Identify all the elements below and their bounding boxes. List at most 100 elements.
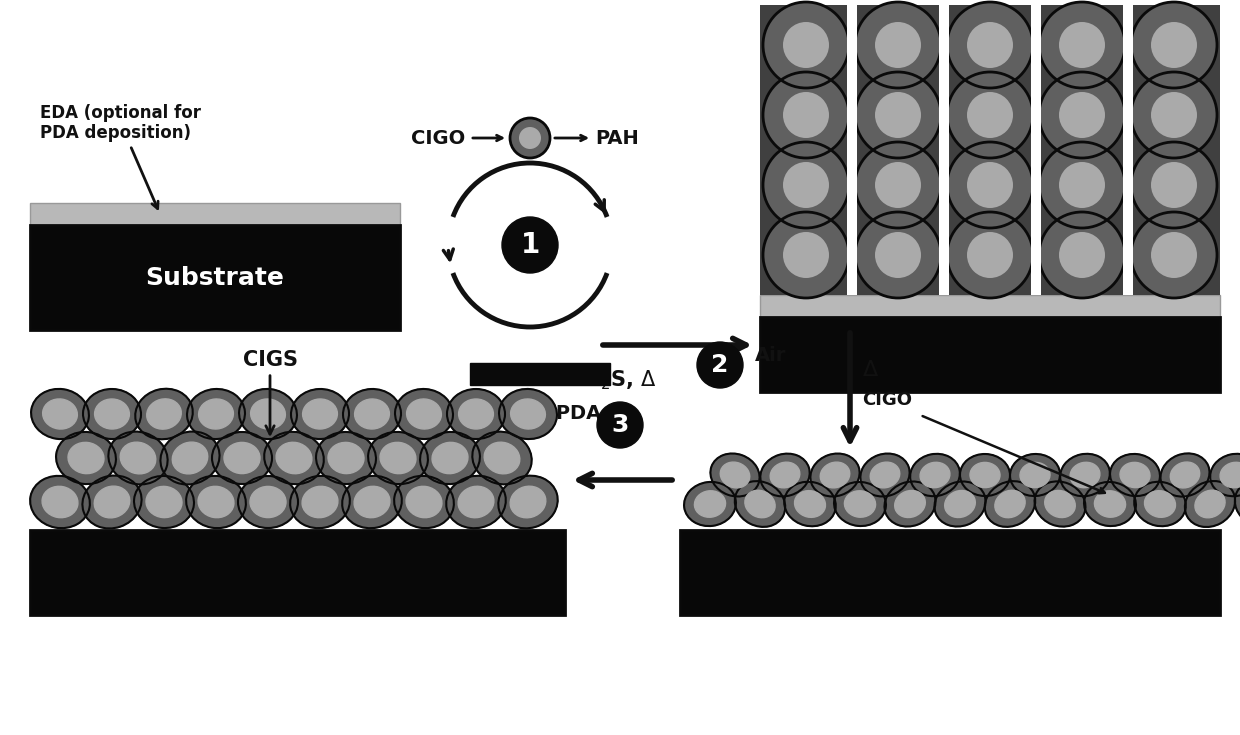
Ellipse shape — [379, 442, 415, 473]
Ellipse shape — [329, 442, 365, 473]
Text: CIGO: CIGO — [862, 391, 911, 409]
Ellipse shape — [198, 487, 234, 517]
Text: 1: 1 — [521, 231, 539, 259]
Ellipse shape — [134, 476, 193, 528]
Ellipse shape — [459, 399, 494, 429]
Ellipse shape — [770, 462, 800, 488]
Circle shape — [763, 142, 849, 228]
Ellipse shape — [355, 399, 389, 429]
Bar — [760, 5, 1220, 295]
Ellipse shape — [238, 476, 298, 528]
Ellipse shape — [146, 487, 182, 517]
Ellipse shape — [94, 399, 129, 429]
Ellipse shape — [120, 442, 156, 474]
Circle shape — [967, 232, 1013, 278]
Circle shape — [1059, 22, 1105, 68]
Ellipse shape — [303, 487, 339, 517]
Circle shape — [782, 22, 830, 68]
Ellipse shape — [250, 399, 285, 429]
Circle shape — [1151, 162, 1197, 208]
Ellipse shape — [82, 476, 141, 528]
Circle shape — [1131, 72, 1216, 158]
Ellipse shape — [56, 432, 115, 484]
Ellipse shape — [239, 389, 296, 439]
Ellipse shape — [30, 476, 89, 528]
Bar — [1123, 5, 1133, 295]
Circle shape — [967, 92, 1013, 138]
Text: 2: 2 — [712, 353, 729, 377]
Ellipse shape — [720, 462, 750, 488]
Ellipse shape — [1145, 491, 1176, 517]
Ellipse shape — [994, 490, 1025, 517]
Ellipse shape — [108, 431, 167, 484]
Circle shape — [1039, 142, 1125, 228]
Ellipse shape — [264, 431, 324, 484]
Circle shape — [856, 212, 941, 298]
Text: CIGO: CIGO — [410, 129, 465, 148]
Circle shape — [510, 118, 551, 158]
Bar — [939, 5, 949, 295]
Ellipse shape — [1070, 462, 1100, 488]
Circle shape — [520, 127, 541, 149]
Ellipse shape — [198, 399, 233, 429]
Circle shape — [782, 232, 830, 278]
Text: PAH: PAH — [595, 129, 639, 148]
Ellipse shape — [316, 432, 376, 484]
Ellipse shape — [94, 486, 130, 518]
Ellipse shape — [861, 453, 910, 496]
Circle shape — [1131, 142, 1216, 228]
Circle shape — [1151, 232, 1197, 278]
Circle shape — [1059, 162, 1105, 208]
Ellipse shape — [290, 476, 350, 528]
Ellipse shape — [760, 453, 810, 496]
Circle shape — [947, 72, 1033, 158]
Text: 3: 3 — [611, 413, 629, 437]
Ellipse shape — [407, 399, 441, 429]
Ellipse shape — [396, 389, 453, 439]
Ellipse shape — [1045, 490, 1075, 517]
Ellipse shape — [342, 476, 402, 528]
Circle shape — [782, 162, 830, 208]
Circle shape — [856, 142, 941, 228]
Bar — [30, 203, 401, 225]
Ellipse shape — [472, 431, 532, 484]
Ellipse shape — [1084, 482, 1136, 526]
Ellipse shape — [355, 487, 389, 517]
Circle shape — [875, 162, 921, 208]
Ellipse shape — [83, 389, 141, 439]
Circle shape — [875, 22, 921, 68]
Ellipse shape — [1095, 491, 1126, 517]
Circle shape — [947, 212, 1033, 298]
Circle shape — [947, 142, 1033, 228]
Ellipse shape — [42, 487, 78, 517]
Circle shape — [1059, 232, 1105, 278]
Ellipse shape — [920, 462, 950, 488]
Ellipse shape — [935, 481, 986, 526]
Ellipse shape — [420, 432, 480, 484]
Ellipse shape — [68, 442, 104, 473]
Circle shape — [763, 2, 849, 88]
Ellipse shape — [1110, 454, 1159, 496]
Circle shape — [1039, 72, 1125, 158]
Bar — [30, 225, 401, 330]
Ellipse shape — [684, 482, 735, 526]
Ellipse shape — [146, 399, 181, 429]
Ellipse shape — [160, 431, 219, 484]
Ellipse shape — [795, 491, 826, 517]
Ellipse shape — [250, 487, 286, 517]
Ellipse shape — [511, 399, 546, 429]
Ellipse shape — [835, 482, 885, 526]
Circle shape — [596, 402, 644, 448]
Ellipse shape — [405, 487, 441, 517]
Circle shape — [875, 92, 921, 138]
Ellipse shape — [1060, 453, 1110, 496]
Circle shape — [1039, 212, 1125, 298]
Ellipse shape — [784, 481, 836, 526]
Ellipse shape — [186, 476, 246, 528]
Text: Substrate: Substrate — [145, 265, 284, 290]
Ellipse shape — [910, 453, 960, 496]
Ellipse shape — [985, 481, 1035, 527]
Ellipse shape — [42, 399, 77, 429]
Circle shape — [782, 92, 830, 138]
Text: PSS or PDA: PSS or PDA — [479, 404, 601, 423]
